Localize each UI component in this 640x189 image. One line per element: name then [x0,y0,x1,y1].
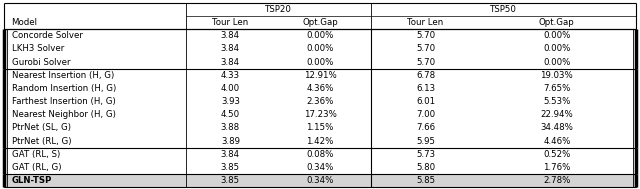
Text: 0.08%: 0.08% [307,150,333,159]
Text: Opt.Gap: Opt.Gap [539,18,575,27]
Text: 19.03%: 19.03% [540,71,573,80]
Text: 3.84: 3.84 [221,44,240,53]
Text: 22.94%: 22.94% [540,110,573,119]
Text: 7.65%: 7.65% [543,84,570,93]
Text: 6.13: 6.13 [416,84,435,93]
Text: 6.78: 6.78 [416,71,435,80]
Text: 4.00: 4.00 [221,84,240,93]
Text: 7.66: 7.66 [416,123,435,132]
Text: 5.53%: 5.53% [543,97,570,106]
Bar [4,174,636,187]
Text: 3.85: 3.85 [221,176,240,185]
Text: 6.01: 6.01 [416,97,435,106]
Text: GAT (RL, G): GAT (RL, G) [12,163,61,172]
Text: 0.52%: 0.52% [543,150,570,159]
Text: TSP50: TSP50 [490,5,516,14]
Text: PtrNet (SL, G): PtrNet (SL, G) [12,123,70,132]
Text: Farthest Insertion (H, G): Farthest Insertion (H, G) [12,97,115,106]
Text: Nearest Neighbor (H, G): Nearest Neighbor (H, G) [12,110,115,119]
Text: 34.48%: 34.48% [540,123,573,132]
Text: 4.50: 4.50 [221,110,240,119]
Text: PtrNet (RL, G): PtrNet (RL, G) [12,136,71,146]
Text: GLN-TSP: GLN-TSP [12,176,52,185]
Text: 0.00%: 0.00% [543,44,570,53]
Text: 5.70: 5.70 [416,44,435,53]
Text: Random Insertion (H, G): Random Insertion (H, G) [12,84,116,93]
Text: 1.42%: 1.42% [307,136,333,146]
Text: Nearest Insertion (H, G): Nearest Insertion (H, G) [12,71,114,80]
Text: 3.84: 3.84 [221,150,240,159]
Text: 17.23%: 17.23% [303,110,337,119]
Text: GAT (RL, S): GAT (RL, S) [12,150,60,159]
Text: 0.00%: 0.00% [543,58,570,67]
Text: 5.85: 5.85 [416,176,435,185]
Text: 3.89: 3.89 [221,136,240,146]
Text: 3.84: 3.84 [221,31,240,40]
Text: Gurobi Solver: Gurobi Solver [12,58,70,67]
Text: 3.93: 3.93 [221,97,240,106]
Text: 4.36%: 4.36% [307,84,333,93]
Text: 3.84: 3.84 [221,58,240,67]
Text: 0.00%: 0.00% [543,31,570,40]
Text: 0.00%: 0.00% [307,31,333,40]
Text: 5.70: 5.70 [416,31,435,40]
Text: 0.34%: 0.34% [307,176,333,185]
Text: Concorde Solver: Concorde Solver [12,31,83,40]
Text: 5.70: 5.70 [416,58,435,67]
Text: 7.00: 7.00 [416,110,435,119]
Text: 0.00%: 0.00% [307,58,333,67]
Text: 5.73: 5.73 [416,150,435,159]
Text: 3.88: 3.88 [221,123,240,132]
Text: Tour Len: Tour Len [408,18,444,27]
Text: 5.80: 5.80 [416,163,435,172]
Text: Model: Model [12,18,38,27]
Text: 1.76%: 1.76% [543,163,570,172]
Text: 2.36%: 2.36% [307,97,333,106]
Text: 0.34%: 0.34% [307,163,333,172]
Text: 1.15%: 1.15% [307,123,333,132]
Text: TSP20: TSP20 [265,5,292,14]
Text: LKH3 Solver: LKH3 Solver [12,44,64,53]
Text: 0.00%: 0.00% [307,44,333,53]
Text: 5.95: 5.95 [416,136,435,146]
Text: 3.85: 3.85 [221,163,240,172]
Text: 2.78%: 2.78% [543,176,570,185]
Text: 12.91%: 12.91% [303,71,337,80]
Text: Tour Len: Tour Len [212,18,248,27]
Text: 4.46%: 4.46% [543,136,570,146]
Text: Opt.Gap: Opt.Gap [302,18,338,27]
Text: 4.33: 4.33 [221,71,240,80]
